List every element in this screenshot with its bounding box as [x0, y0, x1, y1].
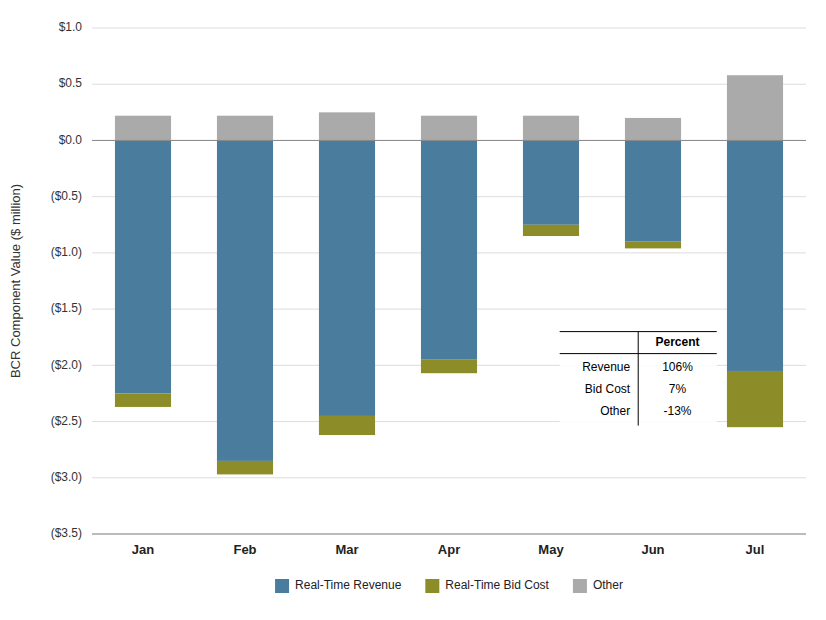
bar	[625, 242, 681, 249]
legend-swatch	[573, 579, 587, 593]
bar	[217, 461, 273, 474]
table-value: 106%	[662, 360, 693, 374]
bar	[421, 140, 477, 359]
y-tick-label: ($1.5)	[51, 301, 82, 315]
bar	[523, 225, 579, 236]
grid-line	[92, 534, 806, 535]
x-axis-line	[92, 534, 806, 535]
bar	[625, 118, 681, 140]
x-tick-label: Jun	[641, 542, 664, 557]
bar	[217, 140, 273, 460]
legend-label: Real-Time Bid Cost	[445, 578, 549, 592]
y-tick-label: ($2.0)	[51, 358, 82, 372]
table-value: -13%	[663, 404, 691, 418]
bar	[319, 112, 375, 140]
bar	[727, 140, 783, 371]
table-background	[560, 332, 717, 426]
bar	[115, 116, 171, 141]
legend-label: Real-Time Revenue	[295, 578, 402, 592]
bar	[523, 140, 579, 224]
legend-swatch	[275, 579, 289, 593]
bar	[115, 140, 171, 393]
table-value: 7%	[669, 382, 687, 396]
y-tick-label: ($3.0)	[51, 470, 82, 484]
legend-item: Real-Time Revenue	[275, 578, 402, 593]
x-tick-label: Jan	[132, 542, 154, 557]
bar	[421, 116, 477, 141]
bar	[319, 140, 375, 415]
table-header: Percent	[655, 335, 699, 349]
bars	[115, 75, 783, 474]
x-tick-label: May	[538, 542, 564, 557]
table-divider	[638, 332, 639, 426]
x-tick-label: Mar	[335, 542, 358, 557]
table-row-label: Revenue	[582, 360, 630, 374]
bar	[115, 393, 171, 406]
bar	[319, 416, 375, 435]
bar	[727, 371, 783, 427]
bar	[217, 116, 273, 141]
bar	[421, 360, 477, 373]
grid	[92, 28, 806, 534]
legend: Real-Time Revenue Real-Time Bid Cost Other	[275, 578, 623, 593]
grid-line	[92, 28, 806, 29]
bar	[523, 116, 579, 141]
y-tick-label: ($0.5)	[51, 189, 82, 203]
x-tick-label: Feb	[233, 542, 256, 557]
y-tick-label: ($1.0)	[51, 245, 82, 259]
bar	[727, 75, 783, 140]
chart: $1.0 $0.5 $0.0 ($0.5) ($1.0) ($1.5) ($2.0) ($2.…	[0, 0, 826, 620]
y-tick-label: $1.0	[59, 20, 83, 34]
y-tick-label: ($3.5)	[51, 526, 82, 540]
grid-line	[92, 140, 806, 141]
legend-label: Other	[593, 578, 623, 592]
legend-swatch	[425, 579, 439, 593]
y-tick-label: ($2.5)	[51, 414, 82, 428]
table-row-label: Bid Cost	[585, 382, 631, 396]
grid-line	[92, 84, 806, 85]
x-tick-label: Apr	[438, 542, 460, 557]
y-tick-label: $0.0	[59, 133, 83, 147]
inset-table: Percent Revenue 106% Bid Cost 7% Other -13%	[560, 332, 717, 426]
grid-line	[92, 477, 806, 478]
legend-item: Real-Time Bid Cost	[425, 578, 549, 593]
table-row-label: Other	[600, 404, 630, 418]
x-tick-label: Jul	[746, 542, 765, 557]
y-axis-label: BCR Component Value ($ million)	[8, 184, 23, 378]
zero-line	[92, 140, 806, 141]
bar	[625, 140, 681, 241]
legend-item: Other	[573, 578, 623, 593]
y-tick-label: $0.5	[59, 76, 83, 90]
